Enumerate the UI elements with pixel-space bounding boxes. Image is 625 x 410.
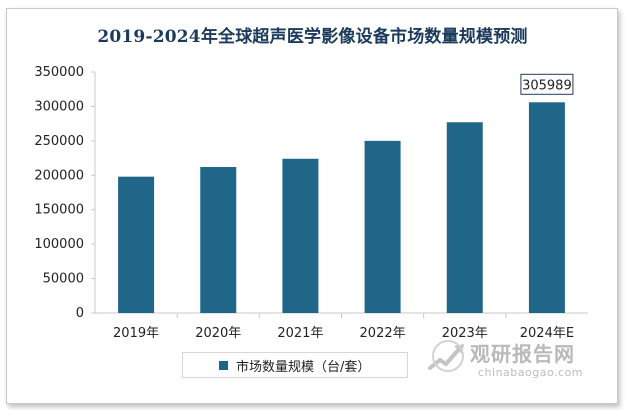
bar: [118, 176, 155, 313]
y-tick-label: 50000: [43, 272, 84, 287]
bar: [200, 167, 237, 313]
chart-legend: 市场数量规模（台/套）: [182, 352, 408, 378]
chart-title: 2019-2024年全球超声医学影像设备市场数量规模预测: [97, 27, 528, 47]
x-tick-label: 2020年: [195, 326, 241, 341]
watermark-logo-icon: [428, 340, 464, 372]
legend-swatch: [219, 360, 228, 370]
watermark-url: chinabaogao.com: [478, 366, 583, 379]
watermark-brand: 观研报告网: [470, 342, 575, 366]
x-tick-label: 2023年: [442, 326, 488, 341]
legend-label: 市场数量规模（台/套）: [236, 359, 371, 375]
y-tick-label: 250000: [34, 134, 84, 149]
x-tick-label: 2022年: [360, 326, 406, 341]
bar: [446, 122, 483, 313]
y-tick-label: 0: [76, 306, 84, 321]
watermark: 观研报告网 chinabaogao.com: [426, 336, 611, 386]
y-tick-label: 350000: [34, 65, 84, 80]
y-tick-label: 200000: [34, 168, 84, 183]
data-label: 305989: [522, 78, 572, 93]
x-tick-label: 2019年: [113, 326, 159, 341]
data-label-box: [520, 73, 574, 95]
y-tick-label: 100000: [34, 237, 84, 252]
y-tick-label: 150000: [34, 203, 84, 218]
bar: [528, 102, 565, 313]
x-tick-label: 2024年E: [520, 326, 574, 341]
x-tick-label: 2021年: [277, 326, 323, 341]
bar: [282, 158, 319, 313]
y-tick-label: 300000: [34, 99, 84, 114]
bar: [364, 140, 401, 313]
